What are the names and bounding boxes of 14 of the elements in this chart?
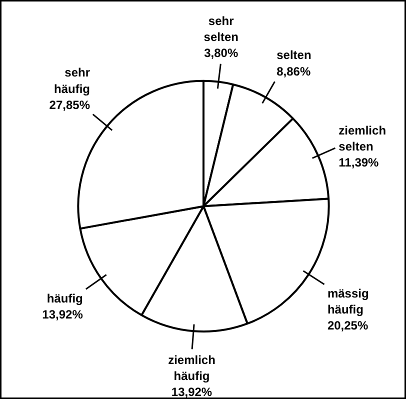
slice-label: häufig <box>46 291 83 306</box>
data-label: 8,86% <box>276 64 311 78</box>
slice-label: ziemlich selten <box>338 123 386 154</box>
data-label: 11,39% <box>338 156 380 170</box>
slice-label: selten <box>276 48 312 62</box>
slice-label: mässig häufig <box>327 286 369 317</box>
data-label: 13,92% <box>42 307 84 322</box>
slice-label: sehr häufig <box>54 66 90 96</box>
slice-label: sehr selten <box>204 14 238 44</box>
slice-label: ziemlich häufig <box>168 352 216 383</box>
data-label: 13,92% <box>171 385 212 400</box>
data-label: 27,85% <box>49 98 90 112</box>
data-label: 20,25% <box>327 318 368 333</box>
data-label: 3,80% <box>204 46 238 60</box>
